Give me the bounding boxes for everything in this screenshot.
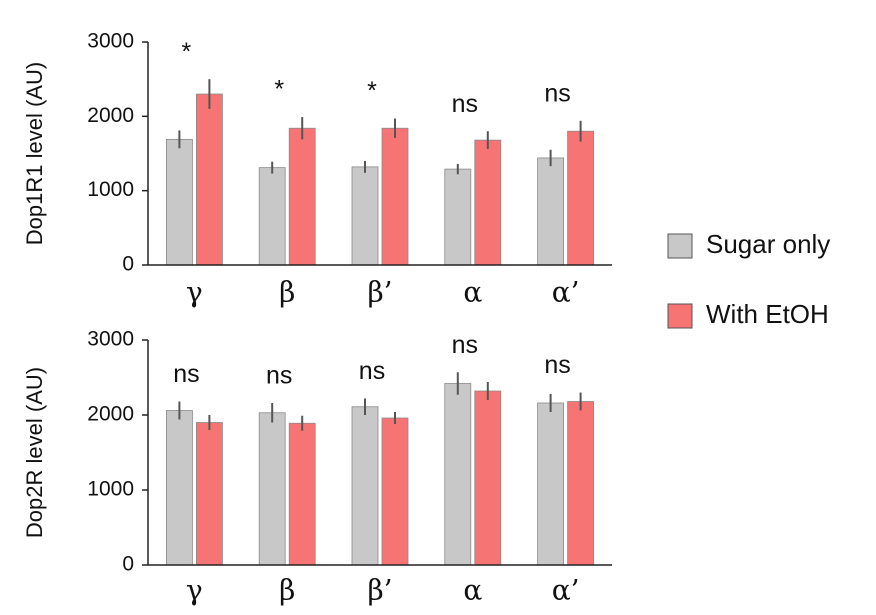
legend-swatch [667,303,693,329]
x-tick-label: β [279,276,295,309]
bar [258,167,286,266]
bar [474,139,502,266]
legend-swatch [667,233,693,259]
significance-label: * [367,77,377,105]
bar [381,127,409,266]
x-tick-label: α [463,276,482,309]
bar [381,417,409,566]
x-tick-label: α [463,574,482,607]
bar [567,130,594,266]
legend-label: Sugar only [706,229,830,259]
significance-label: ns [359,357,385,385]
bar [195,93,223,266]
y-tick-label: 2000 [87,403,134,426]
y-axis-label: Dop2R level (AU) [22,367,47,538]
y-tick-label: 3000 [87,30,134,53]
x-tick-label: α’ [552,574,580,607]
bar [537,402,564,566]
bar [288,422,316,566]
y-axis-label: Dop1R1 level (AU) [22,62,47,245]
bar [258,412,286,566]
x-tick-label: β [279,574,295,607]
bar [288,127,316,266]
bar [165,410,193,566]
significance-label: * [182,38,192,66]
significance-label: ns [544,79,570,107]
x-tick-label: γ [186,574,203,607]
y-tick-label: 3000 [87,328,134,351]
bar [165,138,193,266]
y-tick-label: 1000 [87,178,134,201]
y-tick-label: 1000 [87,478,134,501]
x-tick-label: γ [186,276,203,309]
bar [474,390,502,566]
bar [537,157,564,266]
bar [351,166,379,266]
y-tick-label: 0 [122,253,134,276]
y-tick-label: 0 [122,553,134,576]
bar [195,422,223,566]
significance-label: ns [266,362,292,390]
x-tick-label: α’ [552,276,580,309]
bar [444,383,472,566]
y-tick-label: 2000 [87,104,134,127]
significance-label: ns [452,331,478,359]
bar [351,406,379,566]
x-tick-label: β’ [367,574,392,607]
bar [567,401,594,566]
significance-label: ns [452,90,478,118]
significance-label: ns [544,351,570,379]
legend-label: With EtOH [706,299,829,329]
x-tick-label: β’ [367,276,392,309]
bar [444,168,472,266]
significance-label: ns [173,360,199,388]
significance-label: * [274,76,284,104]
